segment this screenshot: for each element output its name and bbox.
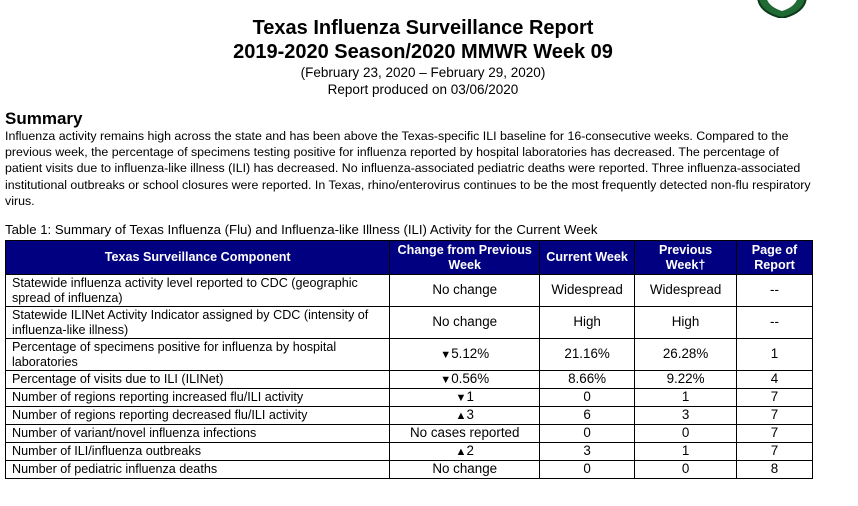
row-component: Number of regions reporting decreased fl…: [4, 406, 391, 425]
row-page: 4: [736, 370, 813, 389]
table-header-row: Texas Surveillance Component Change from…: [4, 240, 813, 275]
row-previous: 0: [634, 424, 738, 443]
row-current: 8.66%: [539, 370, 636, 389]
row-current: 0: [539, 424, 636, 443]
row-previous: 1: [634, 388, 738, 407]
row-change: No cases reported: [389, 424, 541, 443]
row-page: 8: [736, 460, 813, 479]
row-previous: 9.22%: [634, 370, 738, 389]
row-change: ▼5.12%: [389, 338, 541, 371]
row-change: No change: [389, 306, 541, 339]
row-current: 21.16%: [539, 338, 636, 371]
row-change: No change: [389, 274, 541, 307]
row-page: 7: [736, 442, 813, 461]
row-page: --: [736, 274, 813, 307]
decrease-arrow-icon: ▼: [440, 373, 452, 386]
row-change-value: No change: [432, 281, 498, 297]
row-page: 1: [736, 338, 813, 371]
row-component: Percentage of visits due to ILI (ILINet): [4, 370, 391, 389]
row-change-value: 2: [466, 442, 474, 458]
column-header-component: Texas Surveillance Component: [4, 240, 391, 275]
column-header-current: Current Week: [539, 240, 636, 275]
increase-arrow-icon: ▲: [455, 409, 467, 422]
row-previous: High: [634, 306, 738, 339]
decrease-arrow-icon: ▼: [455, 391, 467, 404]
row-previous: Widespread: [634, 274, 738, 307]
row-component: Statewide ILINet Activity Indicator assi…: [4, 306, 391, 339]
table-row: Statewide ILINet Activity Indicator assi…: [4, 306, 813, 339]
report-subtitle: 2019-2020 Season/2020 MMWR Week 09: [233, 41, 613, 63]
report-produced-date: Report produced on 03/06/2020: [327, 82, 519, 97]
row-current: 0: [539, 460, 636, 479]
row-component: Number of regions reporting increased fl…: [4, 388, 391, 407]
row-component: Percentage of specimens positive for inf…: [4, 338, 391, 371]
row-page: 7: [736, 406, 813, 425]
row-change-value: 5.12%: [451, 345, 490, 361]
row-change: ▲2: [389, 442, 541, 461]
table-row: Percentage of visits due to ILI (ILINet)…: [4, 370, 813, 389]
row-change-value: 1: [466, 388, 474, 404]
row-change-value: No cases reported: [410, 424, 520, 440]
row-previous: 1: [634, 442, 738, 461]
row-component: Number of pediatric influenza deaths: [4, 460, 391, 479]
table-row: Number of regions reporting increased fl…: [4, 388, 813, 407]
row-page: --: [736, 306, 813, 339]
row-change-value: No change: [432, 460, 498, 476]
table-row: Statewide influenza activity level repor…: [4, 274, 813, 307]
row-current: High: [539, 306, 636, 339]
row-page: 7: [736, 424, 813, 443]
row-current: 0: [539, 388, 636, 407]
row-change: ▼0.56%: [389, 370, 541, 389]
column-header-page: Page of Report: [736, 240, 813, 275]
row-current: Widespread: [539, 274, 636, 307]
row-current: 3: [539, 442, 636, 461]
dshs-shield-logo-icon: [757, 0, 807, 18]
row-change-value: 3: [466, 406, 474, 422]
summary-heading: Summary: [5, 109, 83, 128]
report-date-range: (February 23, 2020 – February 29, 2020): [300, 65, 546, 80]
report-title: Texas Influenza Surveillance Report: [252, 17, 594, 39]
row-component: Number of ILI/influenza outbreaks: [4, 442, 391, 461]
row-current: 6: [539, 406, 636, 425]
row-change-value: No change: [432, 313, 498, 329]
table-row: Number of regions reporting decreased fl…: [4, 406, 813, 425]
row-change: ▼1: [389, 388, 541, 407]
row-page: 7: [736, 388, 813, 407]
decrease-arrow-icon: ▼: [440, 348, 452, 361]
column-header-previous: Previous Week†: [634, 240, 738, 275]
row-change: No change: [389, 460, 541, 479]
table-row: Number of ILI/influenza outbreaks ▲2 3 1…: [4, 442, 813, 461]
row-component: Number of variant/novel influenza infect…: [4, 424, 391, 443]
table-row: Number of variant/novel influenza infect…: [4, 424, 813, 443]
row-previous: 3: [634, 406, 738, 425]
table-row: Percentage of specimens positive for inf…: [4, 338, 813, 371]
row-component: Statewide influenza activity level repor…: [4, 274, 391, 307]
surveillance-summary-table: Texas Surveillance Component Change from…: [4, 240, 813, 479]
summary-text: Influenza activity remains high across t…: [5, 129, 811, 208]
increase-arrow-icon: ▲: [455, 445, 467, 458]
row-previous: 0: [634, 460, 738, 479]
row-change-value: 0.56%: [451, 370, 490, 386]
table-row: Number of pediatric influenza deaths No …: [4, 460, 813, 479]
row-previous: 26.28%: [634, 338, 738, 371]
table-caption: Table 1: Summary of Texas Influenza (Flu…: [5, 222, 598, 237]
column-header-change: Change from Previous Week: [389, 240, 541, 275]
row-change: ▲3: [389, 406, 541, 425]
